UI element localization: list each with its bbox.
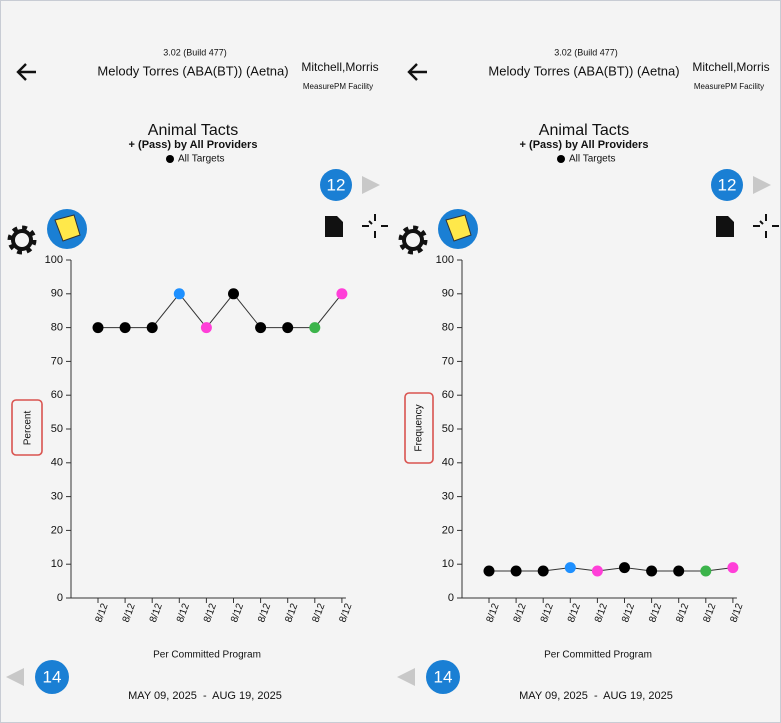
y-tick-label: 90 <box>442 288 454 300</box>
next-arrow[interactable] <box>362 176 380 194</box>
y-axis-label: Frequency <box>414 404 425 451</box>
patient: Melody Torres (ABA(BT)) (Aetna) <box>488 63 679 78</box>
version: 3.02 (Build 477) <box>554 47 618 57</box>
patient: Melody Torres (ABA(BT)) (Aetna) <box>97 63 288 78</box>
data-point <box>537 565 549 577</box>
data-point <box>173 288 185 300</box>
y-tick-label: 70 <box>51 355 63 367</box>
data-point <box>510 565 522 577</box>
y-tick-label: 50 <box>51 423 63 435</box>
data-point <box>309 322 321 334</box>
prev-page-number: 14 <box>434 667 453 686</box>
next-page-number: 12 <box>718 175 737 194</box>
y-tick-label: 0 <box>57 592 63 604</box>
data-point <box>336 288 348 300</box>
y-tick-label: 10 <box>51 558 63 570</box>
legend-dot <box>166 155 174 163</box>
y-tick-label: 10 <box>442 558 454 570</box>
prev-arrow[interactable] <box>397 668 415 686</box>
data-point <box>483 565 495 577</box>
highlight-box <box>404 392 434 464</box>
data-point <box>591 565 603 577</box>
y-tick-label: 30 <box>442 491 454 503</box>
chart-subtitle: + (Pass) by All Providers <box>129 139 258 151</box>
next-page-badge[interactable] <box>320 169 352 201</box>
provider: Mitchell,Morris <box>692 60 769 74</box>
y-tick-label: 40 <box>442 457 454 469</box>
highlight-box <box>11 399 43 456</box>
legend-label: All Targets <box>178 154 225 165</box>
back-button[interactable] <box>407 63 427 81</box>
crosshair-icon[interactable] <box>362 214 388 238</box>
prev-page-badge[interactable] <box>35 660 69 694</box>
provider: Mitchell,Morris <box>301 60 378 74</box>
next-page-number: 12 <box>327 175 346 194</box>
chart-title: Animal Tacts <box>148 122 238 139</box>
prev-page-badge[interactable] <box>426 660 460 694</box>
next-arrow[interactable] <box>753 176 771 194</box>
data-point <box>673 565 685 577</box>
y-tick-label: 50 <box>442 423 454 435</box>
y-tick-label: 70 <box>442 355 454 367</box>
y-tick-label: 90 <box>51 288 63 300</box>
y-tick-label: 100 <box>436 254 454 266</box>
prev-page-number: 14 <box>43 667 62 686</box>
settings-icon-core <box>11 229 33 251</box>
y-axis-label: Percent <box>23 411 34 446</box>
series-line <box>98 293 343 329</box>
data-point <box>228 288 239 300</box>
date-range: MAY 09, 2025 - AUG 19, 2025 <box>128 690 282 702</box>
settings-icon-core <box>402 229 424 251</box>
back-button[interactable] <box>16 63 36 81</box>
notes-paper <box>445 214 472 242</box>
series-line <box>489 567 733 572</box>
y-tick-label: 60 <box>51 389 63 401</box>
legend-dot <box>557 155 565 163</box>
data-point <box>92 322 104 334</box>
legend-label: All Targets <box>569 154 616 165</box>
facility: MeasurePM Facility <box>694 82 764 91</box>
data-point <box>727 562 739 574</box>
y-tick-label: 60 <box>442 389 454 401</box>
crosshair-icon[interactable] <box>753 214 779 238</box>
y-tick-label: 100 <box>45 254 63 266</box>
prev-arrow[interactable] <box>6 668 24 686</box>
facility: MeasurePM Facility <box>303 82 373 91</box>
data-point <box>700 565 712 577</box>
data-point <box>200 322 212 334</box>
data-point <box>619 562 630 574</box>
notes-paper <box>54 214 81 242</box>
data-point <box>146 322 158 334</box>
next-page-badge[interactable] <box>711 169 743 201</box>
y-tick-label: 80 <box>442 322 454 334</box>
data-point <box>564 562 576 574</box>
y-tick-label: 40 <box>51 457 63 469</box>
y-tick-label: 30 <box>51 491 63 503</box>
y-tick-label: 80 <box>51 322 63 334</box>
document-icon[interactable] <box>716 216 734 237</box>
version: 3.02 (Build 477) <box>163 47 227 57</box>
y-tick-label: 20 <box>51 524 63 536</box>
y-tick-label: 0 <box>448 592 454 604</box>
x-axis-label: Per Committed Program <box>153 650 261 661</box>
x-axis-label: Per Committed Program <box>544 650 652 661</box>
data-point <box>646 565 658 577</box>
date-range: MAY 09, 2025 - AUG 19, 2025 <box>519 690 673 702</box>
data-point <box>282 322 294 334</box>
chart-subtitle: + (Pass) by All Providers <box>520 139 649 151</box>
chart-title: Animal Tacts <box>539 122 629 139</box>
y-tick-label: 20 <box>442 524 454 536</box>
data-point <box>255 322 267 334</box>
data-point <box>119 322 131 334</box>
document-icon[interactable] <box>325 216 343 237</box>
